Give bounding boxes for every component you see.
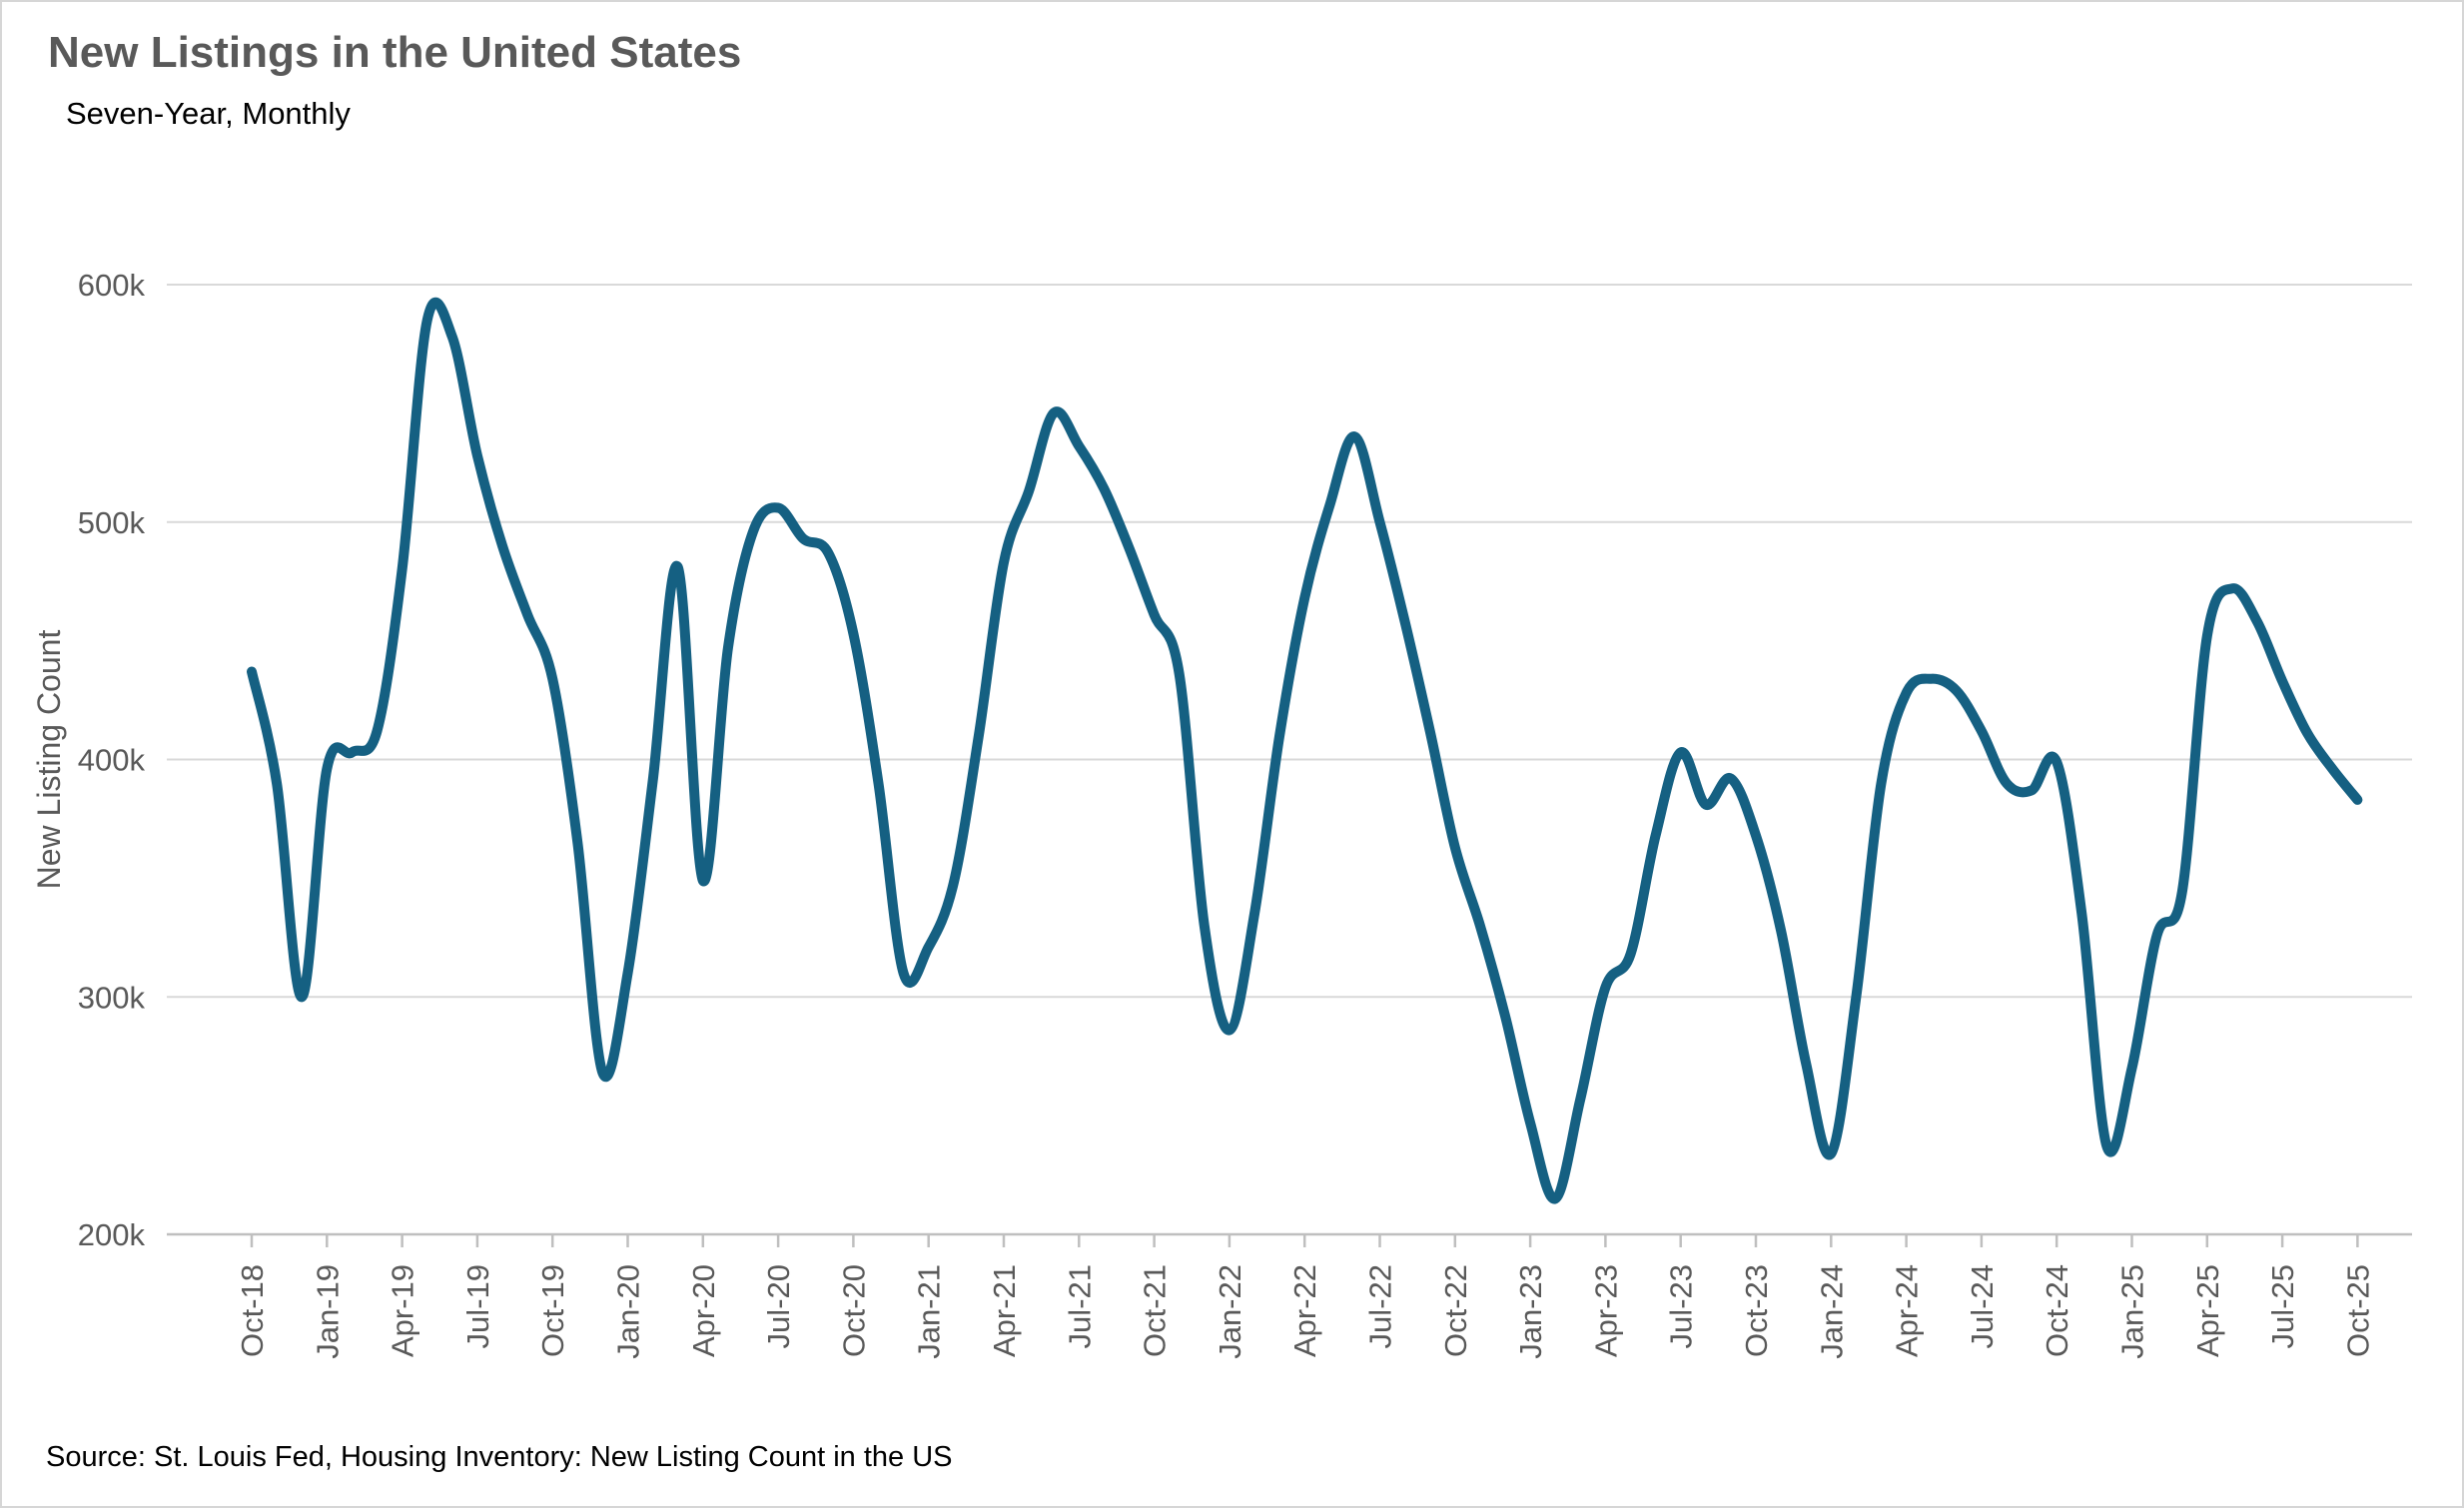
x-tick-label: Jul-20	[761, 1264, 796, 1348]
x-tick-label: Jul-19	[460, 1264, 495, 1348]
y-tick-label: 600k	[78, 268, 146, 303]
chart-title: New Listings in the United States	[48, 28, 742, 77]
x-tick-label: Jul-21	[1062, 1264, 1097, 1348]
x-tick-label: Oct-22	[1438, 1264, 1473, 1357]
x-tick-label: Jan-21	[912, 1264, 947, 1359]
x-tick-label: Oct-19	[535, 1264, 570, 1357]
y-tick-label: 500k	[78, 505, 146, 540]
data-series-line	[247, 297, 2363, 1204]
x-tick-label: Jan-22	[1213, 1264, 1247, 1359]
x-tick-label: Jan-23	[1513, 1264, 1548, 1359]
source-note: Source: St. Louis Fed, Housing Inventory…	[46, 1441, 953, 1473]
x-tick-label: Oct-23	[1739, 1264, 1774, 1357]
y-tick-label: 400k	[78, 743, 146, 778]
x-tick-label: Apr-25	[2190, 1264, 2225, 1357]
x-tick-label: Apr-22	[1287, 1264, 1322, 1357]
x-tick-label: Jul-22	[1363, 1264, 1398, 1348]
y-tick-label: 200k	[78, 1217, 146, 1252]
x-tick-label: Jan-25	[2115, 1264, 2150, 1359]
x-tick-label: Oct-18	[235, 1264, 270, 1357]
x-tick-label: Oct-20	[836, 1264, 871, 1357]
x-tick-label: Jul-23	[1664, 1264, 1699, 1348]
x-tick-label: Jul-24	[1965, 1264, 2000, 1348]
x-tick-label: Apr-21	[987, 1264, 1022, 1357]
x-tick-label: Oct-21	[1138, 1264, 1173, 1357]
x-tick-label: Jan-20	[611, 1264, 646, 1359]
x-tick-label: Oct-25	[2340, 1264, 2375, 1357]
chart-subtitle: Seven-Year, Monthly	[66, 96, 351, 131]
x-tick-label: Apr-24	[1890, 1264, 1925, 1357]
x-tick-label: Jan-24	[1814, 1264, 1849, 1359]
x-tick-label: Apr-20	[686, 1264, 721, 1357]
x-tick-label: Jul-25	[2265, 1264, 2300, 1348]
x-tick-label: Jan-19	[310, 1264, 345, 1359]
x-tick-label: Oct-24	[2040, 1264, 2074, 1357]
y-tick-label: 300k	[78, 980, 146, 1015]
x-tick-label: Apr-23	[1588, 1264, 1623, 1357]
x-tick-label: Apr-19	[386, 1264, 420, 1357]
y-axis-title: New Listing Count	[31, 630, 67, 890]
